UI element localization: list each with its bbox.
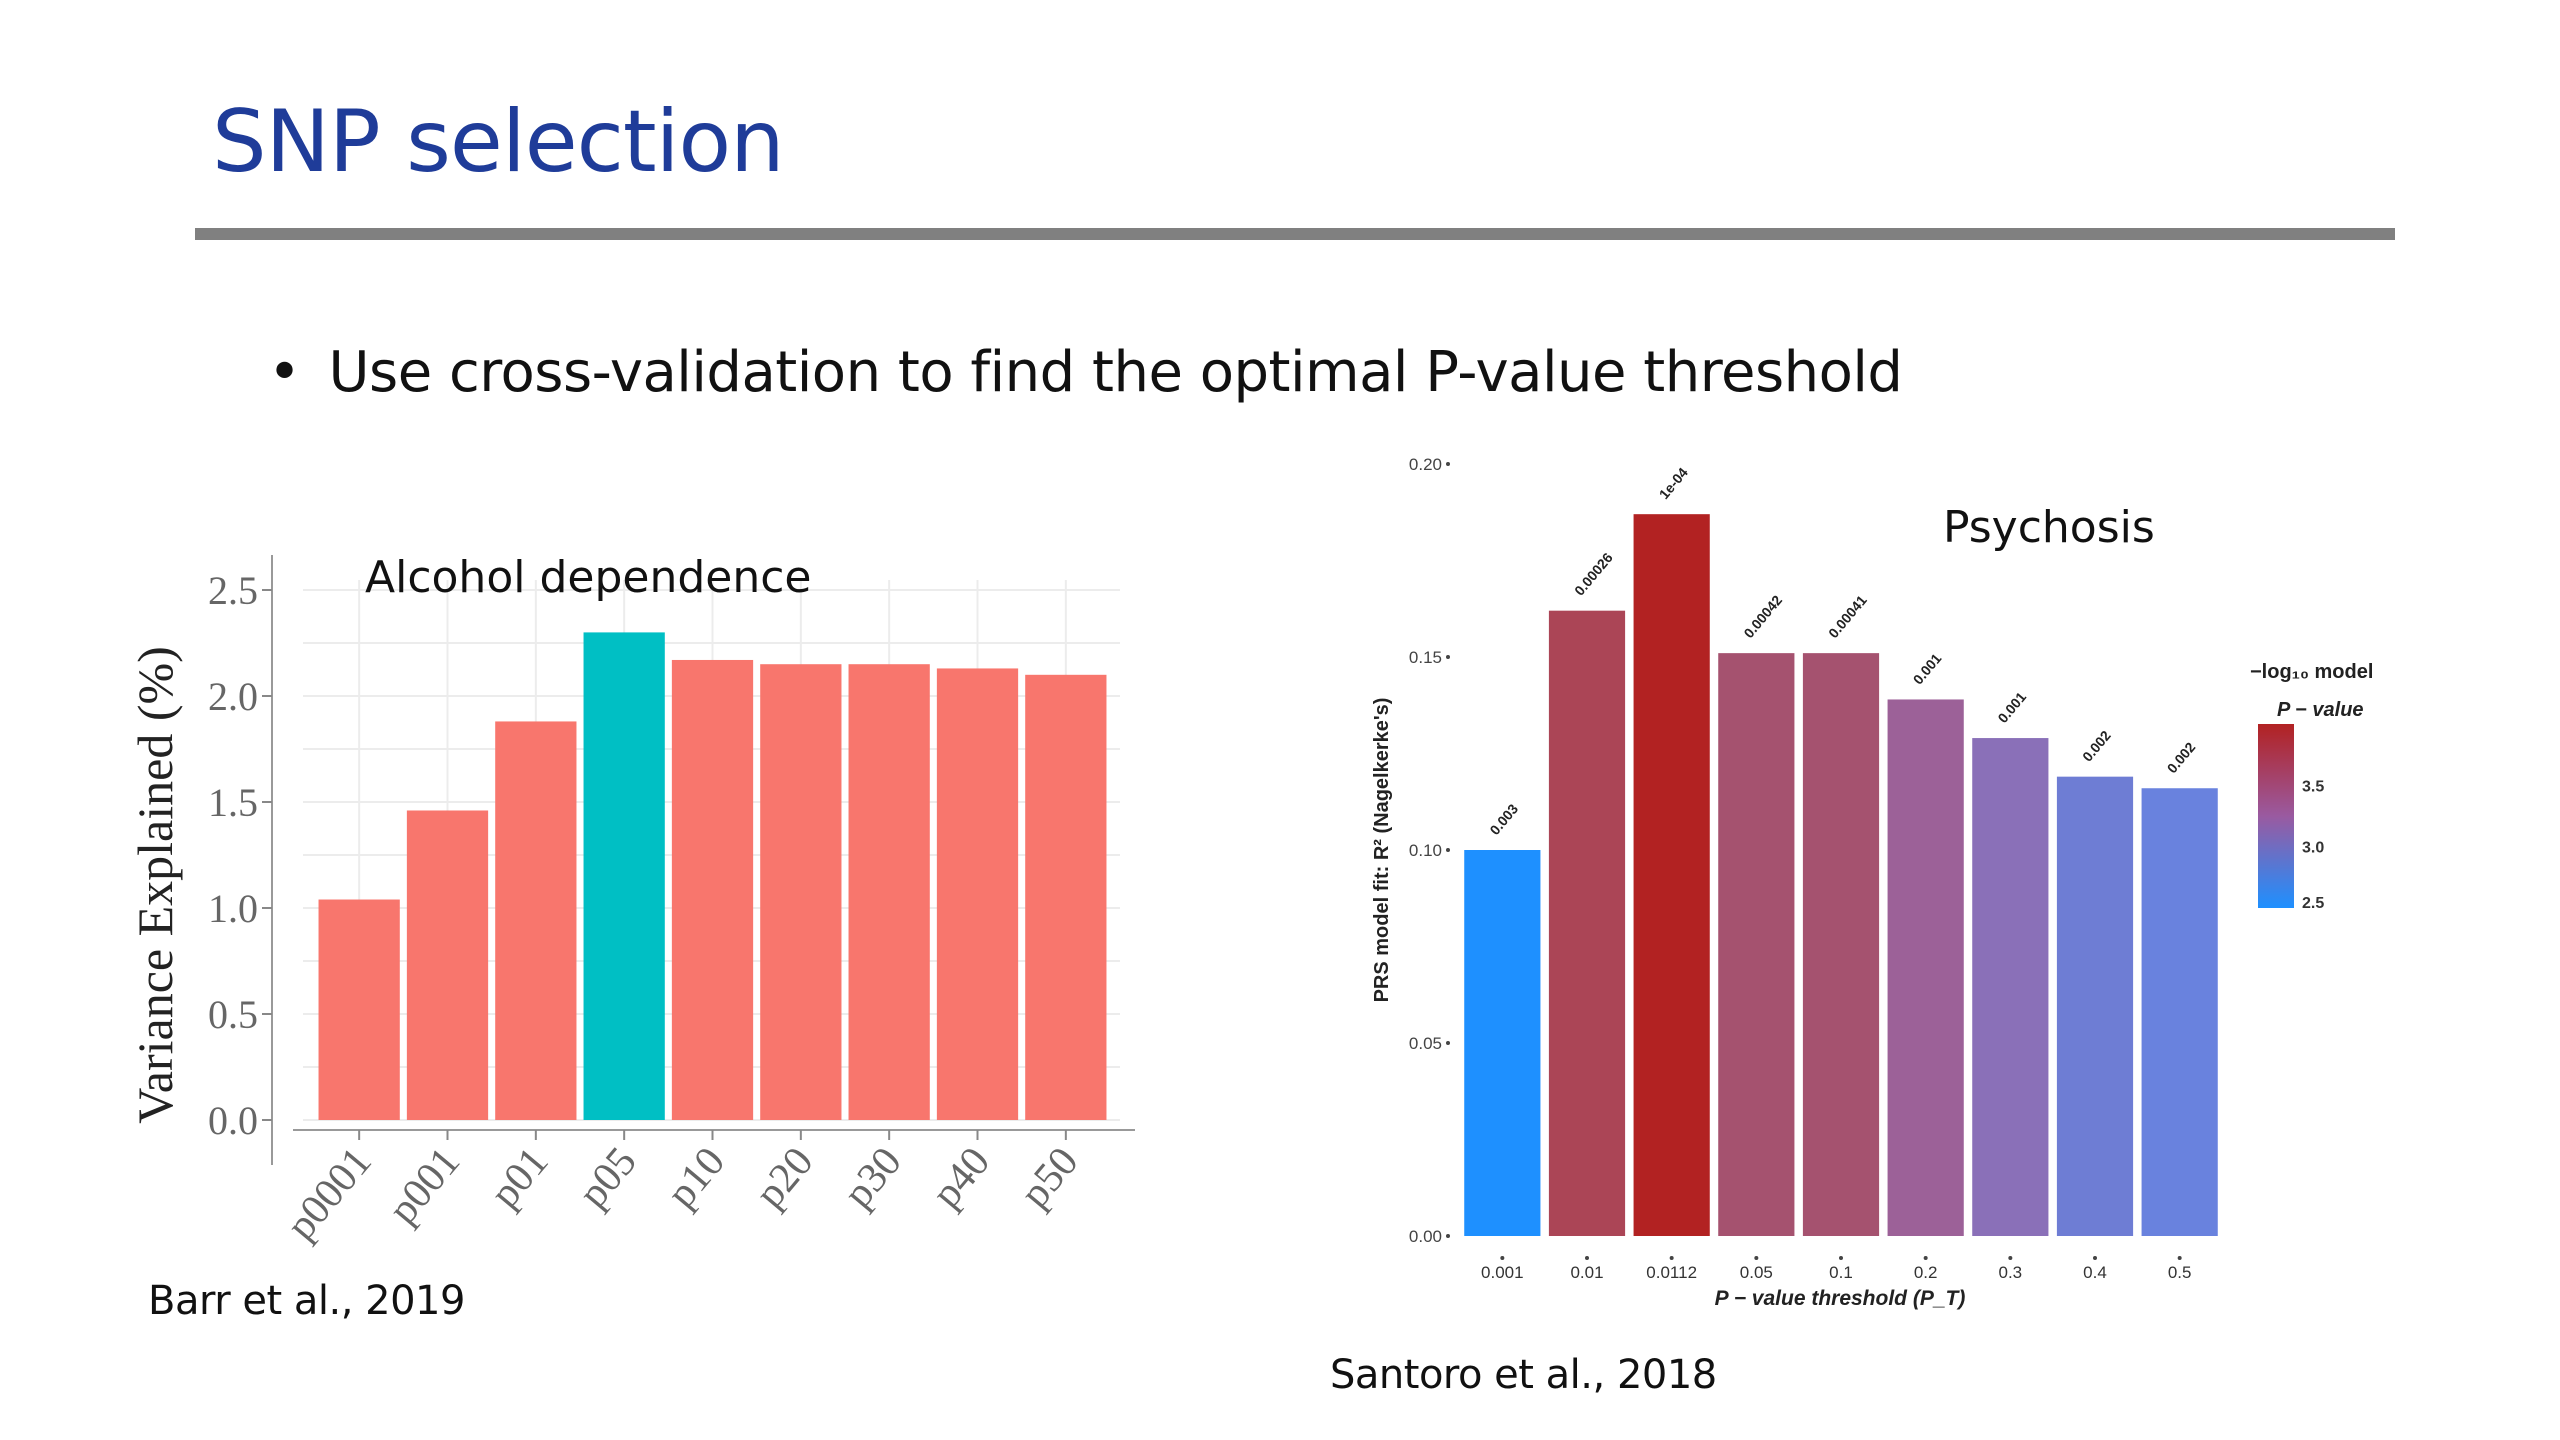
y-axis-label: Variance Explained (%) [127, 646, 183, 1124]
x-tick-label: p20 [747, 1139, 823, 1217]
bar-p30 [848, 664, 930, 1120]
y-tick-label: 1.0 [208, 886, 258, 931]
bar-value-label: 0.002 [2079, 727, 2114, 764]
x-tick-label: 0.2 [1914, 1263, 1938, 1282]
x-tick-label: p30 [835, 1139, 911, 1217]
legend-colorbar [2258, 724, 2294, 908]
x-tick [2093, 1256, 2097, 1260]
bullet-marker: • [268, 340, 301, 405]
y-tick-label: 2.0 [208, 674, 258, 719]
citation-right: Santoro et al., 2018 [1330, 1352, 1717, 1398]
x-tick-label: p05 [570, 1139, 646, 1217]
chart-title: Psychosis [1943, 502, 2155, 553]
bullet-point: • Use cross-validation to find the optima… [268, 340, 1903, 405]
bar-p001 [406, 810, 489, 1120]
x-tick-label: p40 [923, 1139, 999, 1217]
x-axis-label: P − value threshold (P_T) [1715, 1287, 1966, 1310]
bar-value-label: 0.003 [1486, 801, 1521, 838]
y-tick-label: 0.00 [1409, 1227, 1442, 1246]
x-tick-label: 0.5 [2168, 1263, 2192, 1282]
bar-p20 [760, 664, 842, 1120]
bar-p50 [1025, 674, 1107, 1120]
bar-p40 [936, 668, 1019, 1120]
y-tick-label: 0.0 [208, 1098, 258, 1143]
y-tick-label: 2.5 [208, 568, 258, 613]
legend-subtitle: P − value [2277, 699, 2364, 721]
title-divider [195, 228, 2395, 240]
y-tick-label: 0.5 [208, 992, 258, 1037]
bar-0.05 [1718, 653, 1795, 1236]
bar-0.01 [1548, 610, 1626, 1236]
bar-value-label: 0.002 [2164, 739, 2199, 776]
bar-value-label: 0.00041 [1825, 592, 1870, 641]
x-tick [1754, 1256, 1759, 1260]
slide-title: SNP selection [212, 92, 785, 192]
bar-0.3 [1972, 738, 2049, 1236]
y-tick-label: 0.10 [1409, 841, 1442, 860]
bar-0.0112 [1633, 514, 1710, 1236]
legend-title: −log₁₀ model [2250, 661, 2373, 683]
x-tick [2008, 1256, 2013, 1260]
x-tick [1669, 1256, 1674, 1260]
bar-0.1 [1802, 653, 1880, 1236]
x-tick-label: p0001 [278, 1139, 381, 1249]
x-tick-label: 0.001 [1481, 1263, 1524, 1282]
x-tick [1923, 1256, 1928, 1260]
x-tick-label: p10 [658, 1139, 734, 1217]
legend-tick-label: 3.5 [2302, 778, 2324, 795]
bar-p05 [583, 632, 665, 1120]
color-legend: −log₁₀ model P − value 3.5 3.0 2.5 [2250, 661, 2373, 912]
bars [318, 632, 1107, 1120]
x-tick-label: p01 [482, 1139, 558, 1217]
x-tick-label: 0.4 [2083, 1263, 2107, 1282]
axes: 0.001 0.01 0.0112 0.05 0.1 0.2 0.3 0.4 0.5 0.00 0.… [1409, 455, 2192, 1282]
y-tick [1446, 1234, 1450, 1238]
bar-value-label: 0.001 [1910, 650, 1945, 687]
y-tick-label: 0.05 [1409, 1034, 1442, 1053]
y-tick-label: 0.15 [1409, 648, 1442, 667]
x-tick-label: 0.05 [1740, 1263, 1773, 1282]
bar-value-label: 0.001 [1994, 689, 2029, 726]
y-tick [1446, 848, 1450, 852]
y-tick [1446, 1041, 1450, 1045]
bar-p01 [495, 721, 577, 1120]
x-tick-label: 0.3 [1999, 1263, 2023, 1282]
x-tick [1500, 1256, 1505, 1260]
citation-left: Barr et al., 2019 [148, 1278, 465, 1324]
x-tick-label: 0.1 [1829, 1263, 1853, 1282]
chart-title: Alcohol dependence [365, 552, 812, 603]
bullet-text: Use cross-validation to find the optimal… [328, 340, 1903, 405]
y-tick [1446, 462, 1450, 466]
bar-0.5 [2141, 788, 2218, 1236]
bar-p0001 [318, 899, 400, 1120]
bar-value-label: 0.00026 [1571, 549, 1616, 598]
x-tick-label: 0.01 [1570, 1263, 1603, 1282]
y-axis-label: PRS model fit: R² (Nagelkerke's) [1371, 698, 1393, 1003]
x-tick-label: p50 [1012, 1139, 1088, 1217]
bar-0.2 [1887, 699, 1964, 1236]
y-tick [1446, 655, 1450, 659]
bar-value-label: 1e-04 [1656, 464, 1691, 502]
bar-value-label: 0.00042 [1740, 592, 1785, 641]
x-tick-label: p001 [380, 1139, 469, 1233]
x-tick [2177, 1256, 2182, 1260]
y-tick-label: 1.5 [208, 780, 258, 825]
y-tick-label: 0.20 [1409, 455, 1442, 474]
x-tick [1839, 1256, 1843, 1260]
legend-tick-label: 3.0 [2302, 840, 2324, 857]
bar-0.001 [1464, 850, 1541, 1236]
x-tick-label: 0.0112 [1646, 1263, 1697, 1282]
bar-0.4 [2056, 776, 2134, 1236]
legend-tick-label: 2.5 [2302, 895, 2324, 912]
x-tick [1585, 1256, 1589, 1260]
bar-p10 [671, 659, 754, 1120]
bars: 0.003 0.00026 1e-04 0.00042 0.00041 0.001 0.00… [1464, 464, 2218, 1236]
